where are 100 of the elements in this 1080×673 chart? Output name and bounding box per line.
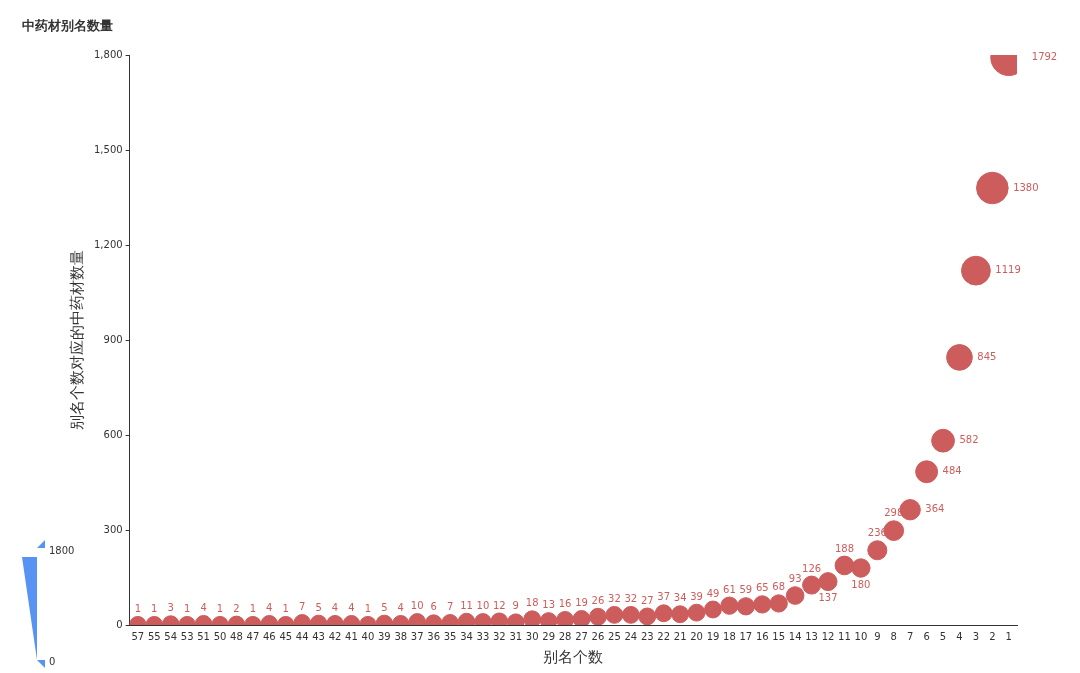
x-tick-label: 40 [361,630,375,642]
x-tick-label: 42 [328,630,342,642]
x-tick-label: 15 [772,630,786,642]
x-tick-label: 57 [131,630,145,642]
data-label: 7 [446,601,454,613]
x-tick-label: 7 [907,630,914,642]
x-tick-label: 24 [624,630,638,642]
x-tick-label: 19 [706,630,720,642]
data-label: 4 [348,602,355,614]
data-label: 16 [558,598,572,610]
data-label: 49 [706,587,720,599]
data-label: 5 [381,601,388,613]
data-label: 68 [772,581,786,593]
x-tick-label: 53 [180,630,194,642]
data-label: 1 [216,603,224,615]
data-label: 12 [493,599,506,611]
data-label: 1 [364,603,372,615]
data-label: 582 [959,434,979,446]
data-label: 39 [690,590,703,602]
data-label: 2 [233,602,240,614]
y-tick-label: 600 [103,428,123,440]
y-tick-label: 900 [103,333,123,345]
data-label: 65 [755,582,769,594]
data-label: 484 [942,465,962,477]
x-tick-label: 43 [312,630,325,642]
x-tick-label: 35 [443,630,457,642]
data-label: 1 [134,603,142,615]
x-tick-label: 36 [427,630,440,642]
data-label: 4 [266,602,273,614]
x-tick-label: 13 [805,630,818,642]
data-label: 126 [802,562,822,574]
data-label: 845 [977,351,997,363]
x-tick-label: 30 [525,630,539,642]
data-label: 13 [542,599,556,611]
y-tick-label: 300 [103,523,123,535]
x-tick-label: 26 [591,630,605,642]
data-label: 4 [331,602,339,614]
data-label: 10 [476,600,490,612]
data-label: 37 [657,591,671,603]
data-label: 18 [525,597,539,609]
data-label: 32 [624,593,638,605]
x-tick-label: 38 [394,630,408,642]
x-tick-label: 39 [377,630,391,642]
x-tick-label: 23 [640,630,654,642]
x-tick-label: 11 [838,630,851,642]
data-label: 4 [200,602,207,614]
x-axis-title: 别名个数 [543,647,604,666]
y-tick-label: 0 [116,618,123,630]
x-tick-label: 12 [821,630,835,642]
x-tick-label: 28 [558,630,572,642]
data-label: 59 [739,584,753,596]
data-label: 34 [673,592,687,604]
x-tick-label: 41 [345,630,358,642]
data-label: 93 [788,573,802,585]
x-tick-label: 22 [657,630,671,642]
data-label: 10 [410,600,424,612]
data-label: 1 [151,603,158,615]
y-tick-label: 1,200 [93,238,123,250]
x-tick-label: 44 [295,630,309,642]
x-tick-label: 45 [279,630,293,642]
chart-title: 中药材别名数量 [22,17,113,35]
y-axis-title: 别名个数对应的中药材数量 [67,250,86,430]
x-tick-label: 3 [972,630,980,642]
x-tick-label: 14 [788,630,802,642]
data-label: 26 [591,594,605,606]
x-tick-label: 54 [164,630,178,642]
x-tick-label: 37 [410,630,424,642]
y-tick-label: 1,500 [93,143,123,155]
data-label: 5 [315,601,322,613]
y-tick-label: 1,800 [93,48,123,60]
data-label: 364 [925,503,945,515]
text: 1800 [49,545,75,556]
data-label: 61 [723,583,736,595]
x-tick-label: 16 [755,630,769,642]
data-label: 1 [282,603,289,615]
data-label: 188 [834,542,854,554]
data-label: 4 [397,602,404,614]
x-tick-label: 51 [197,630,210,642]
x-tick-label: 9 [874,630,881,642]
x-tick-label: 55 [147,630,161,642]
x-tick-label: 34 [460,630,473,642]
x-tick-label: 21 [673,630,687,642]
x-tick-label: 50 [213,630,227,642]
x-tick-label: 6 [923,630,930,642]
data-label: 1380 [1013,181,1039,193]
x-tick-label: 25 [608,630,621,642]
data-label: 9 [512,600,519,612]
x-tick-label: 8 [890,630,897,642]
text: 0 [49,656,56,667]
x-tick-label: 1 [1005,630,1012,642]
x-tick-label: 10 [854,630,868,642]
data-label: 3 [167,602,174,614]
x-tick-label: 48 [230,630,243,642]
x-tick-label: 5 [939,630,947,642]
data-label: 1792 [1031,51,1058,63]
x-tick-label: 4 [956,630,963,642]
x-tick-label: 20 [690,630,703,642]
x-tick-label: 2 [989,630,996,642]
data-label: 7 [298,601,306,613]
x-tick-label: 17 [739,630,753,642]
